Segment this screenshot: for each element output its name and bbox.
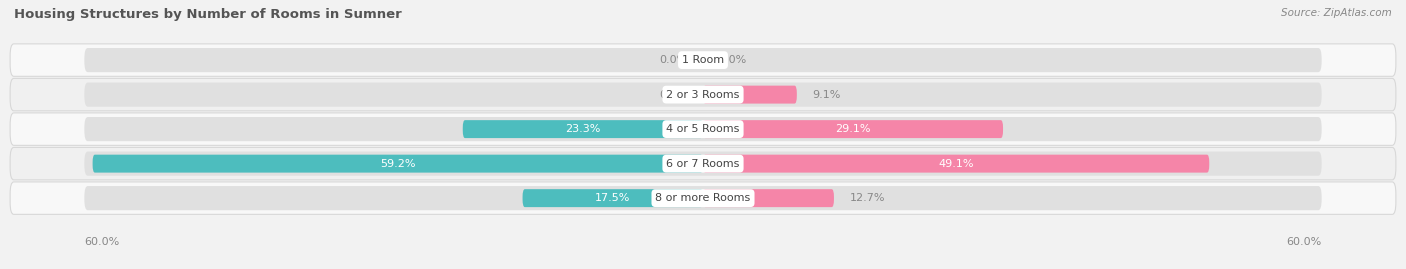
Text: 1 Room: 1 Room — [682, 55, 724, 65]
Text: 12.7%: 12.7% — [849, 193, 884, 203]
Text: 0.0%: 0.0% — [659, 90, 688, 100]
FancyBboxPatch shape — [93, 155, 703, 173]
FancyBboxPatch shape — [84, 117, 1322, 141]
FancyBboxPatch shape — [84, 48, 1322, 72]
FancyBboxPatch shape — [84, 83, 1322, 107]
Text: 23.3%: 23.3% — [565, 124, 600, 134]
FancyBboxPatch shape — [84, 186, 1322, 210]
Text: 9.1%: 9.1% — [813, 90, 841, 100]
Text: 60.0%: 60.0% — [84, 237, 120, 247]
FancyBboxPatch shape — [703, 86, 797, 104]
Text: 8 or more Rooms: 8 or more Rooms — [655, 193, 751, 203]
Text: 6 or 7 Rooms: 6 or 7 Rooms — [666, 159, 740, 169]
FancyBboxPatch shape — [523, 189, 703, 207]
FancyBboxPatch shape — [10, 44, 1396, 76]
FancyBboxPatch shape — [703, 155, 1209, 173]
FancyBboxPatch shape — [10, 113, 1396, 145]
FancyBboxPatch shape — [84, 151, 1322, 176]
FancyBboxPatch shape — [10, 182, 1396, 214]
FancyBboxPatch shape — [10, 78, 1396, 111]
Text: 0.0%: 0.0% — [718, 55, 747, 65]
FancyBboxPatch shape — [703, 189, 834, 207]
Text: 17.5%: 17.5% — [595, 193, 630, 203]
Text: 2 or 3 Rooms: 2 or 3 Rooms — [666, 90, 740, 100]
Text: 0.0%: 0.0% — [659, 55, 688, 65]
Text: Source: ZipAtlas.com: Source: ZipAtlas.com — [1281, 8, 1392, 18]
FancyBboxPatch shape — [463, 120, 703, 138]
Text: 49.1%: 49.1% — [938, 159, 974, 169]
Text: 29.1%: 29.1% — [835, 124, 870, 134]
Text: 59.2%: 59.2% — [380, 159, 416, 169]
FancyBboxPatch shape — [10, 147, 1396, 180]
FancyBboxPatch shape — [703, 120, 1002, 138]
Text: Housing Structures by Number of Rooms in Sumner: Housing Structures by Number of Rooms in… — [14, 8, 402, 21]
Text: 4 or 5 Rooms: 4 or 5 Rooms — [666, 124, 740, 134]
Text: 60.0%: 60.0% — [1286, 237, 1322, 247]
